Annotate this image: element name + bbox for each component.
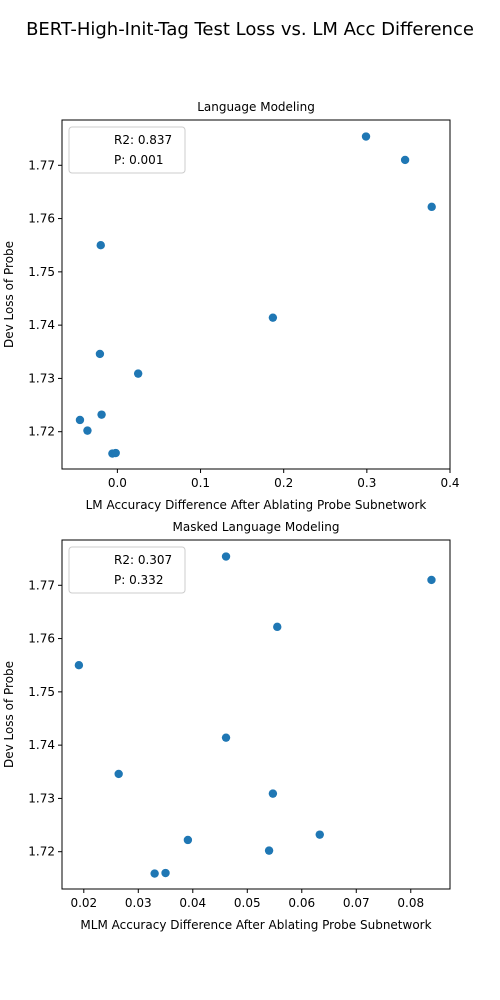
x-tick-label: 0.05 — [234, 896, 261, 910]
data-point — [315, 830, 324, 839]
data-point — [268, 789, 278, 798]
y-tick-label: 1.74 — [28, 738, 55, 752]
y-tick-label: 1.76 — [28, 632, 55, 646]
data-point — [95, 349, 105, 359]
y-tick-label: 1.72 — [28, 845, 55, 859]
scatter-points — [75, 132, 436, 458]
x-tick-label: 0.0 — [108, 476, 127, 490]
data-point — [150, 869, 159, 878]
y-tick-label: 1.75 — [28, 685, 55, 699]
scatter-panel-language-modeling: Language Modeling 0.0 0.1 0.2 0.3 0.4 1.721.… — [2, 100, 460, 512]
data-point — [361, 132, 371, 141]
y-tick-label: 1.74 — [28, 318, 55, 332]
data-point — [111, 448, 120, 458]
y-tick-label: 1.77 — [28, 158, 55, 172]
data-point — [400, 155, 410, 165]
scatter-points — [74, 552, 436, 878]
data-point — [264, 846, 274, 855]
y-tick-label: 1.73 — [28, 791, 55, 805]
data-point — [427, 202, 436, 212]
data-point — [114, 769, 123, 779]
x-axis-label: LM Accuracy Difference After Ablating Pr… — [86, 498, 427, 512]
panel-title: Masked Language Modeling — [173, 520, 340, 534]
x-axis-ticks: 0.0 0.1 0.2 0.3 0.4 — [108, 469, 460, 490]
data-point — [427, 575, 436, 585]
legend-r2: R2: 0.837 — [114, 133, 172, 147]
y-axis-label: Dev Loss of Probe — [2, 241, 16, 348]
legend-p: P: 0.332 — [114, 573, 163, 587]
legend: R2: 0.307 P: 0.332 — [68, 546, 186, 594]
data-point — [74, 661, 84, 670]
panel-title: Language Modeling — [197, 100, 315, 114]
data-point — [133, 369, 143, 378]
plot-frame — [61, 119, 451, 470]
x-axis-label: MLM Accuracy Difference After Ablating P… — [80, 918, 431, 932]
x-tick-label: 0.08 — [397, 896, 424, 910]
legend-r2: R2: 0.307 — [114, 553, 172, 567]
scatter-panel-masked-language-modeling: Masked Language Modeling 0.02 0.03 0.04 0.0… — [2, 520, 451, 932]
y-axis-ticks: 1.72 1.73 1.74 1.75 1.76 1.77 — [28, 158, 62, 439]
legend: R2: 0.837 P: 0.001 — [68, 126, 186, 174]
plot-frame — [61, 539, 451, 890]
y-tick-label: 1.73 — [28, 371, 55, 385]
x-tick-label: 0.03 — [125, 896, 152, 910]
x-tick-label: 0.02 — [70, 896, 97, 910]
x-tick-label: 0.3 — [357, 476, 376, 490]
y-axis-ticks: 1.72 1.73 1.74 1.75 1.76 1.77 — [28, 578, 62, 859]
x-tick-label: 0.2 — [274, 476, 293, 490]
data-point — [268, 313, 278, 322]
data-point — [83, 426, 92, 435]
x-axis-ticks: 0.02 0.03 0.04 0.05 0.06 0.07 0.08 — [70, 889, 424, 910]
legend-box — [68, 546, 186, 594]
x-tick-label: 0.4 — [440, 476, 459, 490]
data-point — [273, 622, 282, 632]
x-tick-label: 0.07 — [343, 896, 370, 910]
data-point — [75, 415, 85, 425]
x-tick-label: 0.06 — [288, 896, 315, 910]
data-point — [161, 868, 170, 878]
y-tick-label: 1.72 — [28, 425, 55, 439]
y-tick-label: 1.76 — [28, 212, 55, 226]
legend-box — [68, 126, 186, 174]
data-point — [96, 241, 105, 250]
data-point — [221, 733, 231, 742]
y-tick-label: 1.75 — [28, 265, 55, 279]
x-tick-label: 0.1 — [191, 476, 210, 490]
y-axis-label: Dev Loss of Probe — [2, 661, 16, 768]
data-point — [183, 835, 193, 845]
x-tick-label: 0.04 — [179, 896, 206, 910]
legend-p: P: 0.001 — [114, 153, 163, 167]
figure-title: BERT-High-Init-Tag Test Loss vs. LM Acc … — [26, 19, 474, 40]
data-point — [221, 552, 231, 561]
data-point — [97, 410, 106, 419]
y-tick-label: 1.77 — [28, 578, 55, 592]
